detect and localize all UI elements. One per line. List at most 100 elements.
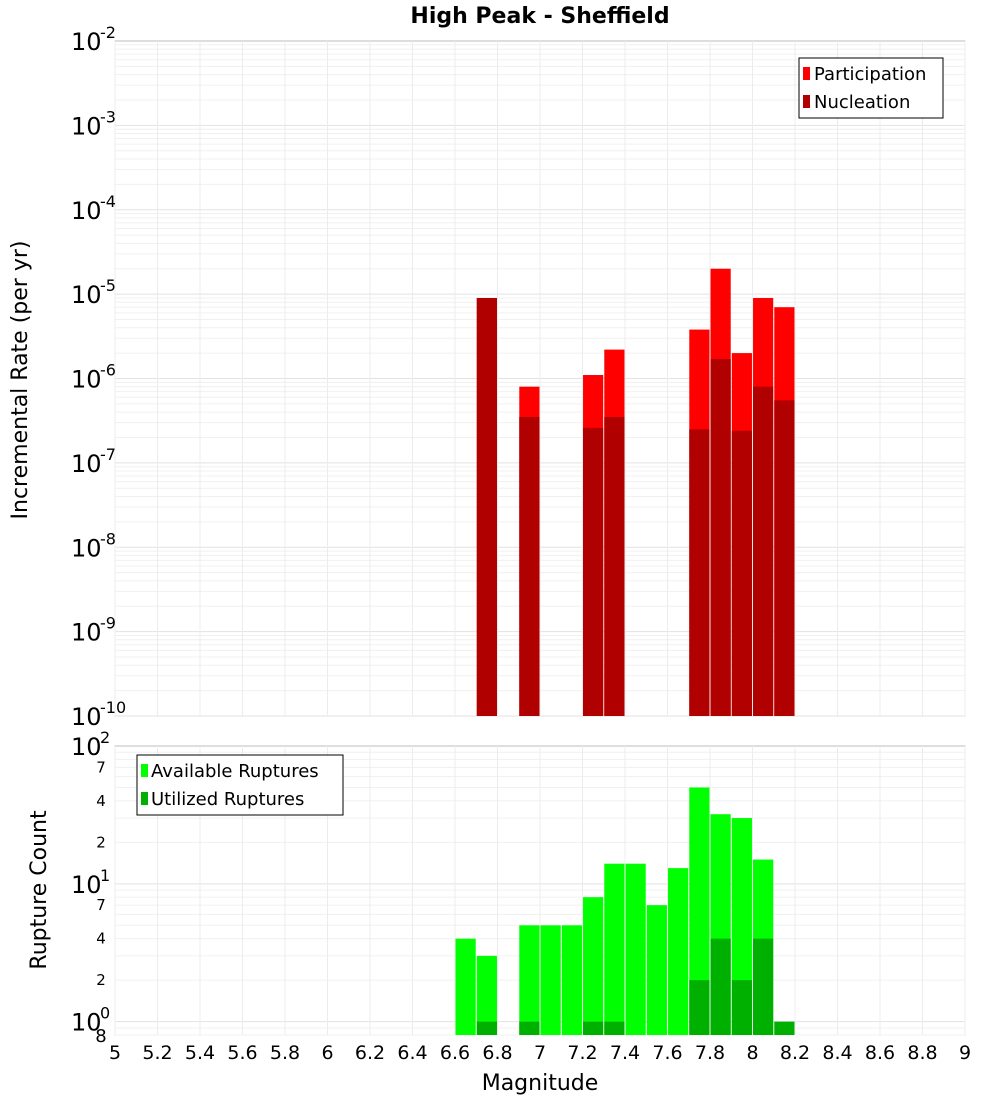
legend-swatch [803,67,810,80]
rate-y-tick-exponent: -7 [100,445,116,464]
legend-swatch [803,95,810,108]
utilized-ruptures-bar [604,1021,625,1035]
rate-y-tick: 10-10 [71,698,126,731]
available-ruptures-bar [604,863,625,1035]
rate-legend: Participation Nucleation [798,57,944,119]
rate-y-tick: 10-4 [71,192,116,225]
count-y-minor-tick: 7 [96,896,106,914]
rate-y-tick: 10-6 [71,361,116,394]
x-tick-label: 5.8 [270,1042,300,1064]
available-ruptures-bar [561,925,582,1035]
available-ruptures-bar [689,787,710,1035]
rate-bars [476,268,795,716]
rate-y-tick-exponent: -3 [100,107,116,126]
nucleation-bar [774,400,795,716]
count-y-tick-exponent: 1 [100,866,110,885]
rate-y-tick-exponent: -10 [100,698,126,717]
x-tick-label: 5.4 [185,1042,215,1064]
available-ruptures-bar [455,938,476,1035]
available-ruptures-bar [476,955,497,1035]
x-tick-label: 5.6 [227,1042,257,1064]
utilized-ruptures-bar [476,1021,497,1035]
count-y-minor-tick: 4 [96,792,106,810]
rate-gridlines [114,41,966,717]
x-tick-label: 6.2 [355,1042,385,1064]
rate-y-tick-base: 10 [71,619,102,647]
rate-y-tick: 10-9 [71,614,116,647]
available-ruptures-bar [625,863,646,1035]
legend-label: Participation [814,64,926,85]
x-tick-label: 6.6 [440,1042,470,1064]
count-y-major-tick: 100 [71,1004,110,1037]
rate-y-tick: 10-2 [71,23,116,56]
x-axis-ticks: 5 5.2 5.4 5.6 5.8 6 6.2 6.4 6.6 6.8 7 7.2 7.4 7.6 7.8 8… [109,1042,971,1064]
count-gridlines [114,746,966,1036]
x-tick-label: 8.2 [780,1042,810,1064]
x-axis-label: Magnitude [482,1071,599,1096]
rate-y-tick: 10-8 [71,529,116,562]
count-bars [455,787,795,1035]
count-y-minor-tick: 2 [96,971,106,989]
count-y-tick-base: 10 [71,871,102,899]
count-y-minor-tick: 8 [95,1026,106,1047]
rate-y-tick-base: 10 [71,703,102,731]
rate-y-tick-exponent: -4 [100,192,116,211]
available-ruptures-bar [668,868,689,1035]
rate-y-tick-base: 10 [71,450,102,478]
legend-label: Available Ruptures [151,761,319,782]
rate-y-tick-exponent: -2 [100,23,116,42]
count-y-major-tick: 102 [71,728,110,761]
x-tick-label: 7.4 [610,1042,640,1064]
rate-y-tick: 10-5 [71,276,116,309]
x-tick-label: 9 [959,1042,971,1064]
nucleation-bar [753,386,774,716]
rate-y-tick-exponent: -9 [100,614,116,633]
nucleation-bar [476,297,497,716]
nucleation-bar [519,416,540,716]
available-ruptures-bar [583,897,604,1035]
utilized-ruptures-bar [689,980,710,1035]
utilized-ruptures-bar [774,1021,795,1035]
legend-label: Utilized Ruptures [151,789,304,810]
x-tick-label: 5 [109,1042,121,1064]
nucleation-bar [731,430,752,716]
legend-swatch [141,792,148,805]
count-y-minor-tick: 2 [96,833,106,851]
rate-y-tick-base: 10 [71,281,102,309]
count-y-minor-tick: 7 [96,758,106,776]
utilized-ruptures-bar [583,1021,604,1035]
x-tick-label: 7.6 [652,1042,682,1064]
count-y-minor-tick: 4 [96,930,106,948]
x-tick-label: 6.4 [397,1042,427,1064]
x-tick-label: 5.2 [142,1042,172,1064]
available-ruptures-bar [519,925,540,1035]
nucleation-bar [710,359,731,716]
x-tick-label: 7.8 [695,1042,725,1064]
rate-y-tick-base: 10 [71,112,102,140]
x-tick-label: 7.2 [567,1042,597,1064]
x-tick-label: 8.8 [907,1042,937,1064]
rate-y-tick-base: 10 [71,197,102,225]
rate-y-tick-exponent: -5 [100,276,116,295]
x-tick-label: 7 [534,1042,546,1064]
count-legend: Available Ruptures Utilized Ruptures [136,754,344,816]
x-tick-label: 6.8 [482,1042,512,1064]
available-ruptures-bar [540,925,561,1035]
count-legend-box [136,754,344,816]
count-y-tick-base: 10 [71,1009,102,1037]
rate-y-tick-base: 10 [71,366,102,394]
x-tick-label: 8.4 [822,1042,852,1064]
legend-label: Nucleation [814,92,910,113]
rate-legend-box [798,57,944,119]
x-tick-label: 8 [746,1042,758,1064]
rate-y-tick: 10-7 [71,445,116,478]
count-y-tick-base: 10 [71,733,102,761]
count-y-major-tick: 101 [71,866,110,899]
count-y-tick-exponent: 2 [100,728,110,747]
count-y-axis-label: Rupture Count [27,810,52,970]
available-ruptures-bar [646,905,667,1035]
